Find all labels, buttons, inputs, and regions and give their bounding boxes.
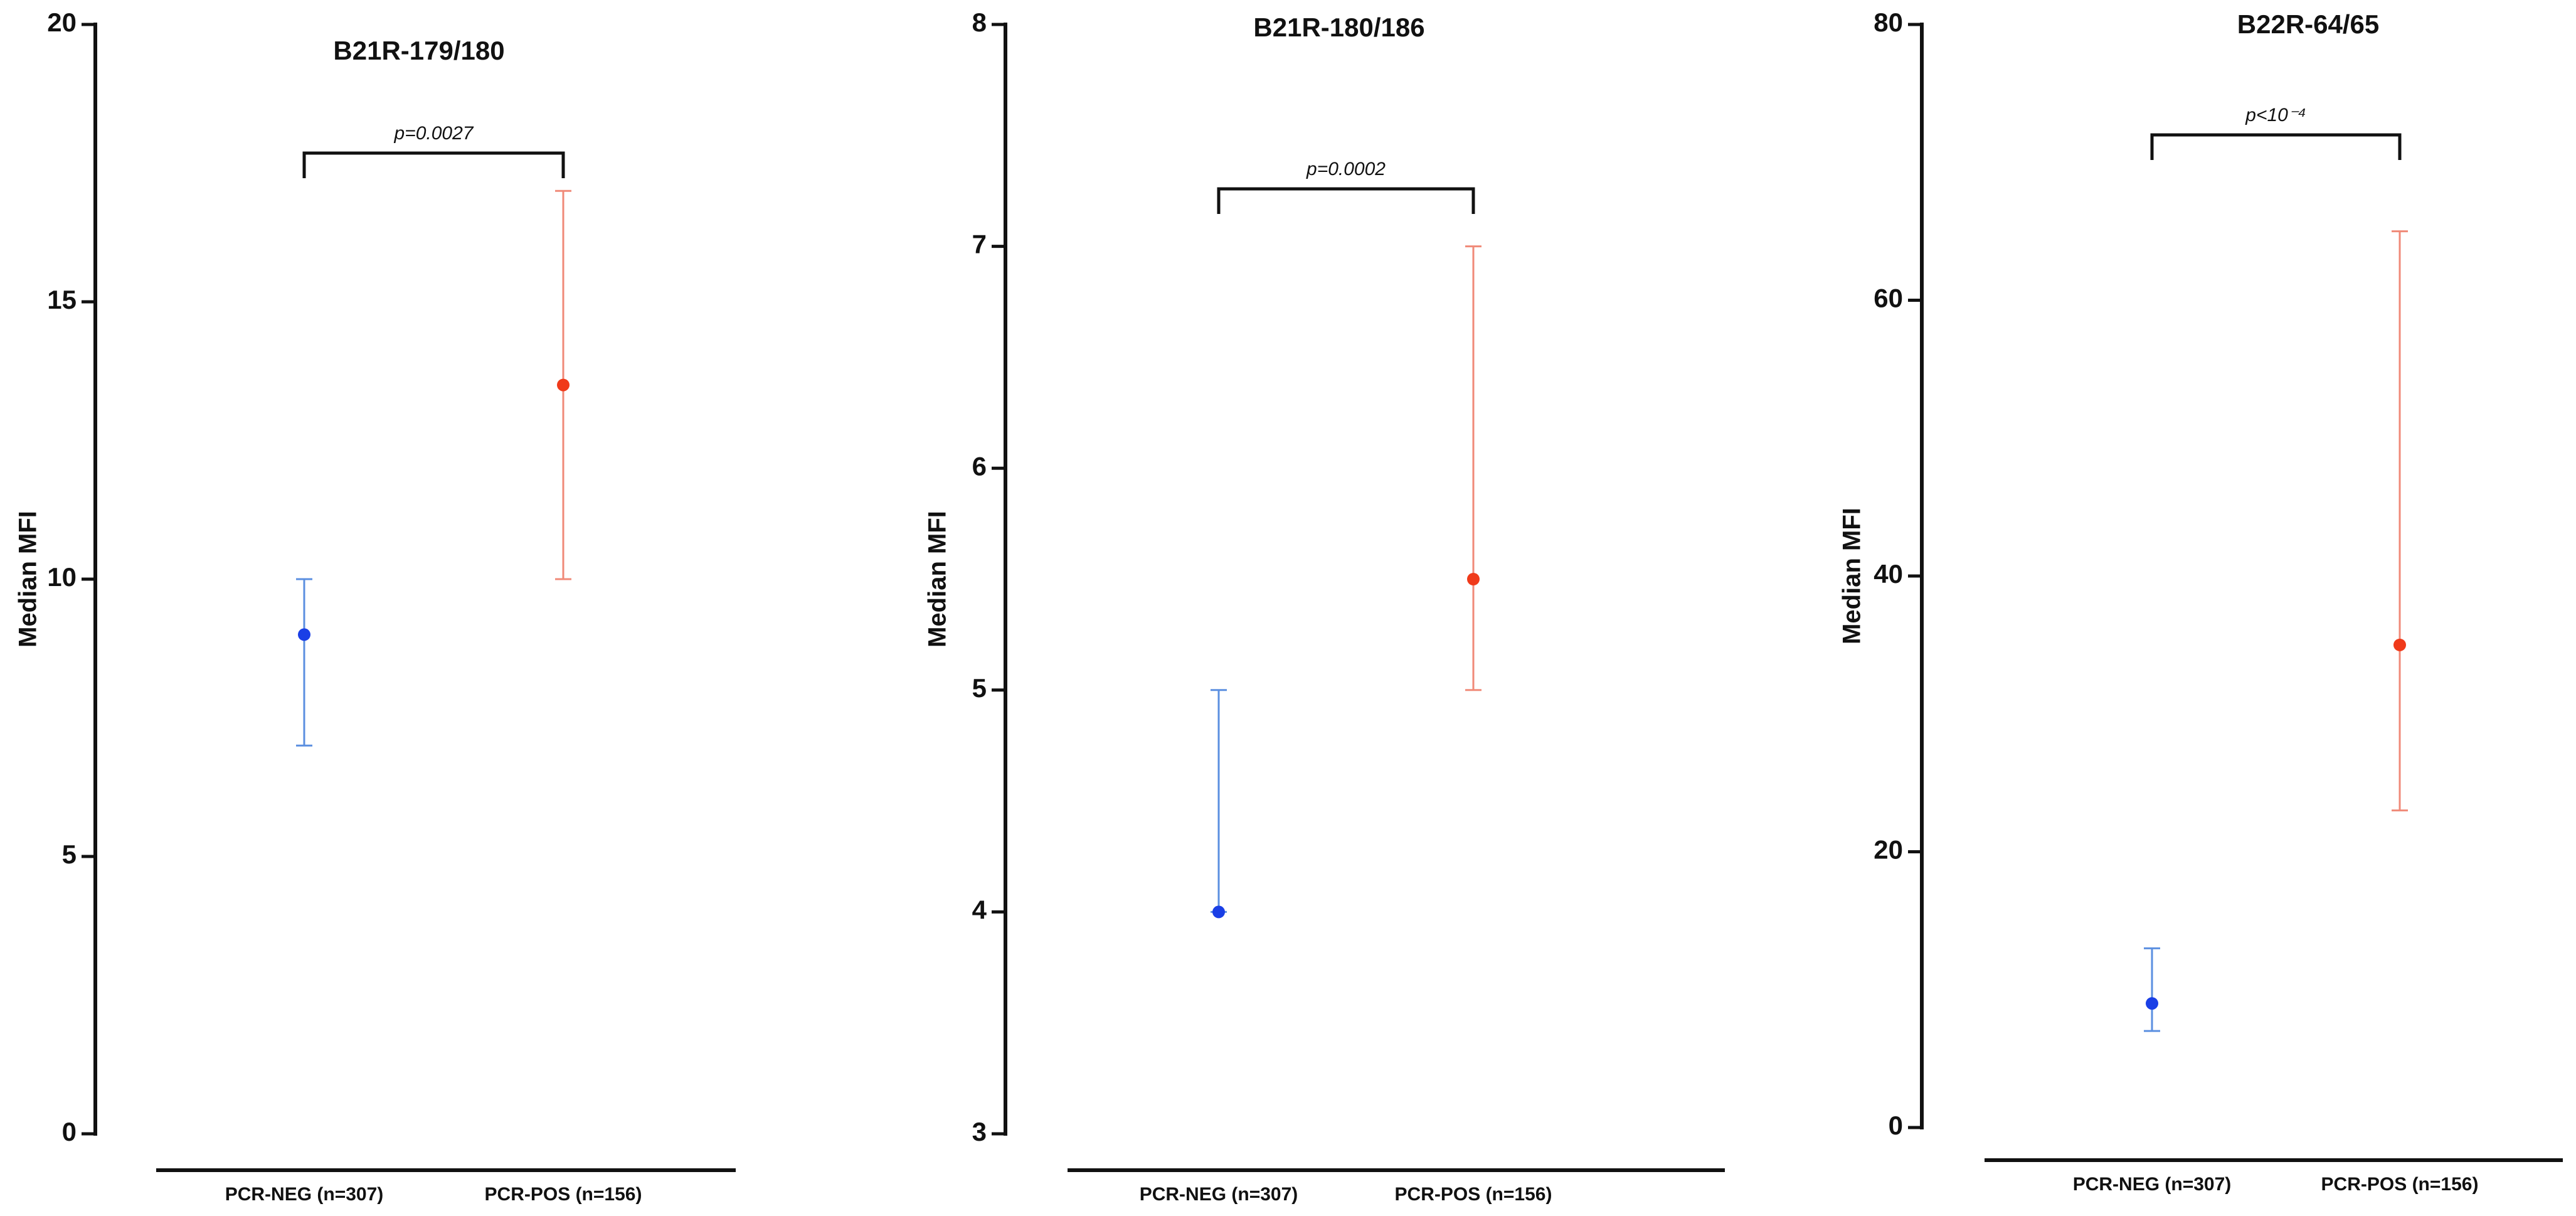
median-point: [1467, 573, 1480, 585]
significance-bracket: [2150, 133, 2402, 160]
y-tick-label: 15: [47, 285, 77, 314]
p-value: p=0.0027: [394, 123, 474, 144]
chart-title: B21R-179/180: [333, 36, 504, 65]
y-tick-label: 8: [972, 8, 987, 37]
x-tick-label: PCR-NEG (n=307): [225, 1184, 384, 1205]
y-tick-label: 5: [972, 673, 987, 703]
y-tick-label: 0: [1889, 1111, 1903, 1140]
y-tick-label: 3: [972, 1117, 987, 1146]
x-tick-label: PCR-POS (n=156): [1395, 1184, 1552, 1205]
x-tick-label: PCR-NEG (n=307): [2073, 1174, 2232, 1195]
y-axis-label: Median MFI: [924, 511, 951, 648]
y-axis-label: Median MFI: [1838, 508, 1866, 644]
median-point: [298, 628, 310, 641]
p-value: p<10⁻⁴: [2245, 105, 2306, 125]
significance-bracket: [302, 151, 565, 178]
y-tick-label: 20: [47, 8, 77, 37]
y-tick-label: 6: [972, 451, 987, 481]
y-tick-label: 4: [972, 895, 987, 924]
y-tick-label: 60: [1874, 284, 1903, 313]
y-tick-label: 0: [62, 1117, 77, 1146]
p-value: p=0.0002: [1306, 159, 1386, 179]
y-tick-label: 5: [62, 840, 77, 869]
median-point: [2393, 638, 2406, 651]
y-tick-label: 80: [1874, 8, 1903, 37]
median-point: [2146, 997, 2158, 1010]
chart-title: B22R-64/65: [2237, 9, 2379, 39]
x-tick-label: PCR-NEG (n=307): [1140, 1184, 1298, 1205]
median-point: [557, 378, 570, 392]
y-tick-label: 20: [1874, 835, 1903, 865]
y-tick-label: 40: [1874, 559, 1903, 589]
y-tick-label: 7: [972, 230, 987, 259]
chart-title: B21R-180/186: [1253, 13, 1424, 42]
x-tick-label: PCR-POS (n=156): [485, 1184, 642, 1205]
y-axis-label: Median MFI: [14, 511, 42, 648]
significance-bracket: [1217, 187, 1475, 214]
y-tick-label: 10: [47, 562, 77, 592]
median-point: [1212, 905, 1225, 919]
x-tick-label: PCR-POS (n=156): [2321, 1174, 2479, 1195]
